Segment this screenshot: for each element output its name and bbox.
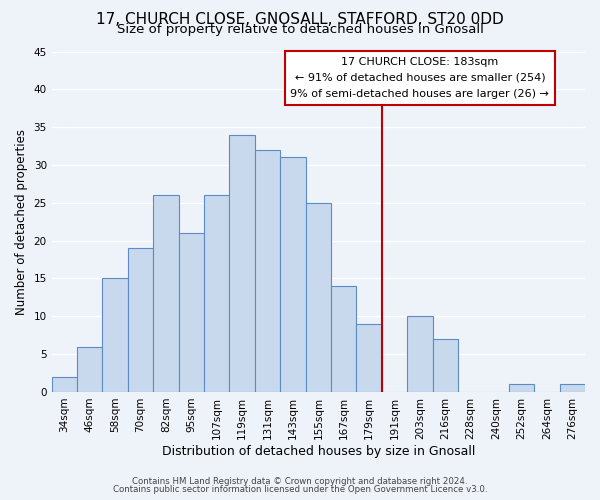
- Bar: [128, 248, 153, 392]
- Bar: [153, 195, 179, 392]
- Text: Contains public sector information licensed under the Open Government Licence v3: Contains public sector information licen…: [113, 485, 487, 494]
- Text: 17 CHURCH CLOSE: 183sqm
← 91% of detached houses are smaller (254)
9% of semi-de: 17 CHURCH CLOSE: 183sqm ← 91% of detache…: [290, 56, 550, 100]
- Text: 17, CHURCH CLOSE, GNOSALL, STAFFORD, ST20 0DD: 17, CHURCH CLOSE, GNOSALL, STAFFORD, ST2…: [96, 12, 504, 28]
- Bar: [229, 134, 255, 392]
- Bar: [103, 278, 128, 392]
- Bar: [356, 324, 382, 392]
- Bar: [179, 233, 204, 392]
- Bar: [204, 195, 229, 392]
- Text: Contains HM Land Registry data © Crown copyright and database right 2024.: Contains HM Land Registry data © Crown c…: [132, 477, 468, 486]
- Bar: [255, 150, 280, 392]
- Bar: [560, 384, 585, 392]
- Bar: [331, 286, 356, 392]
- Y-axis label: Number of detached properties: Number of detached properties: [15, 128, 28, 314]
- Text: Size of property relative to detached houses in Gnosall: Size of property relative to detached ho…: [116, 24, 484, 36]
- Bar: [509, 384, 534, 392]
- Bar: [407, 316, 433, 392]
- Bar: [52, 377, 77, 392]
- Bar: [433, 339, 458, 392]
- Bar: [305, 203, 331, 392]
- Bar: [77, 346, 103, 392]
- Bar: [280, 158, 305, 392]
- X-axis label: Distribution of detached houses by size in Gnosall: Distribution of detached houses by size …: [161, 444, 475, 458]
